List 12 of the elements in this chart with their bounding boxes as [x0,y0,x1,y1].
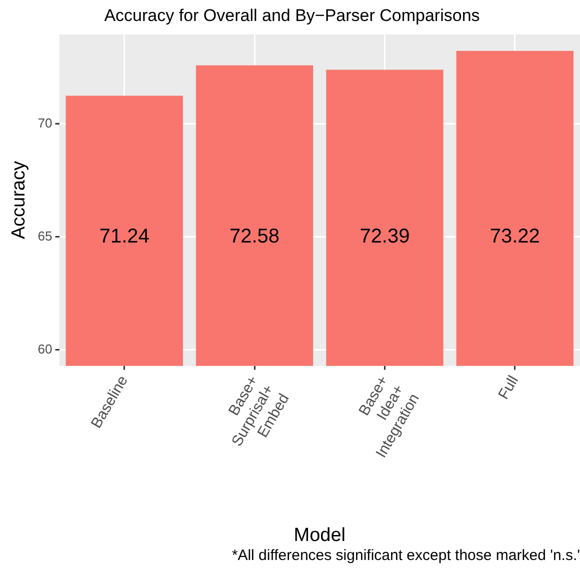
y-axis-title: Accuracy [8,160,30,240]
y-tick-label: 60 [38,342,52,357]
y-tick-label: 70 [38,115,52,130]
data-label: 71.24 [99,225,150,248]
data-label: 72.39 [360,225,410,248]
data-label: 73.22 [490,225,540,248]
text: *All differences significant except those marked 'n.s.' [232,547,580,564]
chart-title: Accuracy for Overall and By−Parser Comparisons [104,6,480,25]
y-tick-label: 65 [38,228,52,244]
data-label: 72.58 [230,225,280,248]
x-tick-label: Full [495,372,522,402]
x-axis-title: Model [294,524,346,546]
